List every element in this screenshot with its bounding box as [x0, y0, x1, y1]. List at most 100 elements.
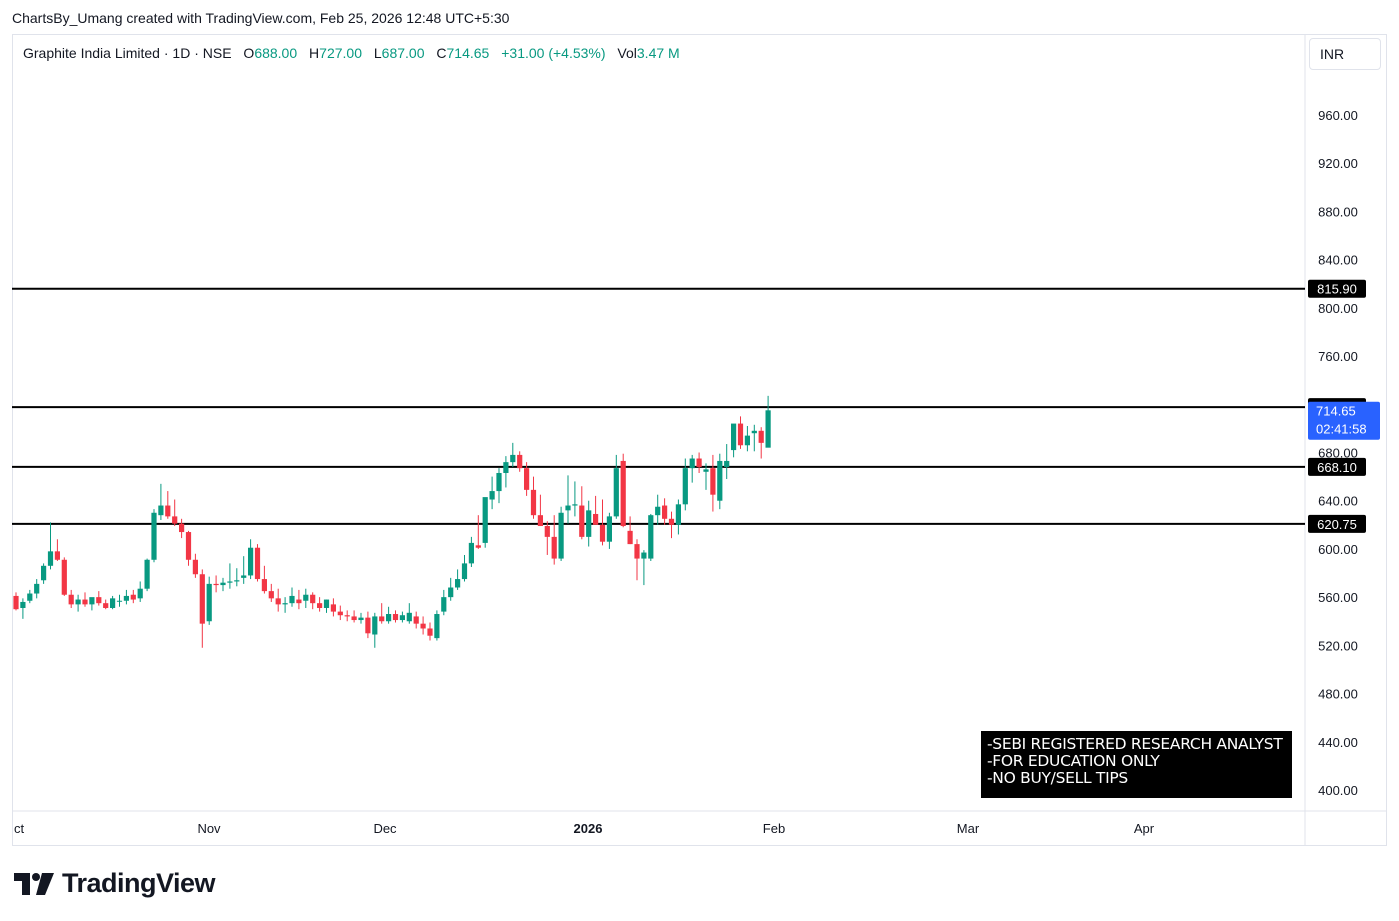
- candle-body[interactable]: [123, 595, 129, 601]
- candle-body[interactable]: [41, 565, 47, 581]
- candle-body[interactable]: [620, 460, 626, 527]
- candle-body[interactable]: [703, 469, 709, 472]
- candle-body[interactable]: [254, 547, 261, 580]
- candle-body[interactable]: [144, 559, 150, 589]
- candle-body[interactable]: [724, 460, 730, 467]
- candle-body[interactable]: [406, 612, 412, 622]
- candle-body[interactable]: [744, 435, 750, 446]
- candle-body[interactable]: [689, 458, 695, 469]
- candle-body[interactable]: [27, 593, 33, 601]
- candle-body[interactable]: [317, 603, 323, 608]
- candle-body[interactable]: [310, 594, 316, 604]
- candle-body[interactable]: [275, 598, 281, 605]
- candle-body[interactable]: [586, 510, 592, 537]
- candle-body[interactable]: [296, 599, 302, 604]
- candle-body[interactable]: [261, 579, 267, 592]
- candle-body[interactable]: [34, 583, 40, 594]
- candle-body[interactable]: [199, 574, 205, 624]
- candle-body[interactable]: [731, 423, 737, 451]
- candle-body[interactable]: [717, 460, 723, 501]
- candle-body[interactable]: [227, 581, 233, 583]
- candle-body[interactable]: [524, 468, 530, 490]
- candle-body[interactable]: [662, 505, 668, 519]
- candle-body[interactable]: [489, 491, 495, 500]
- candle-body[interactable]: [579, 505, 585, 537]
- candle-body[interactable]: [434, 614, 440, 639]
- candle-body[interactable]: [137, 588, 143, 599]
- candle-body[interactable]: [351, 616, 357, 621]
- candle-body[interactable]: [420, 623, 426, 629]
- candle-body[interactable]: [158, 505, 164, 516]
- candle-body[interactable]: [503, 462, 509, 473]
- symbol-label[interactable]: Graphite India Limited · 1D · NSE: [23, 45, 232, 61]
- tradingview-logo[interactable]: TradingView: [14, 868, 216, 899]
- candle-body[interactable]: [220, 582, 226, 586]
- candle-body[interactable]: [682, 468, 688, 505]
- candle-body[interactable]: [593, 513, 599, 525]
- candle-body[interactable]: [289, 595, 295, 604]
- candle-body[interactable]: [461, 563, 468, 580]
- time-axis[interactable]: ct Nov Dec 2026 Feb Mar Apr: [14, 821, 1155, 836]
- candle-body[interactable]: [20, 601, 26, 608]
- candle-body[interactable]: [185, 532, 192, 560]
- candle-body[interactable]: [344, 615, 350, 617]
- candle-body[interactable]: [282, 603, 288, 605]
- candle-body[interactable]: [110, 598, 116, 608]
- candle-body[interactable]: [710, 468, 716, 495]
- candle-body[interactable]: [530, 489, 537, 516]
- candle-body[interactable]: [130, 594, 136, 600]
- candle-body[interactable]: [103, 603, 109, 608]
- candle-body[interactable]: [268, 591, 274, 599]
- candle-body[interactable]: [599, 524, 606, 542]
- candle-body[interactable]: [234, 580, 240, 582]
- candle-body[interactable]: [441, 597, 447, 612]
- candle-body[interactable]: [427, 628, 433, 636]
- candle-body[interactable]: [206, 583, 212, 622]
- candle-body[interactable]: [517, 454, 523, 469]
- candle-body[interactable]: [337, 611, 343, 616]
- candle-body[interactable]: [172, 516, 178, 524]
- candle-body[interactable]: [613, 468, 619, 517]
- candle-body[interactable]: [68, 594, 74, 605]
- candle-body[interactable]: [47, 551, 54, 566]
- candle-body[interactable]: [510, 454, 516, 463]
- candle-body[interactable]: [544, 526, 550, 537]
- candle-body[interactable]: [468, 542, 474, 564]
- candle-body[interactable]: [537, 515, 543, 527]
- candle-body[interactable]: [572, 504, 578, 506]
- candle-body[interactable]: [675, 504, 681, 525]
- candle-body[interactable]: [448, 587, 454, 598]
- candle-body[interactable]: [565, 505, 571, 511]
- candle-body[interactable]: [551, 536, 557, 559]
- candle-body[interactable]: [399, 615, 405, 621]
- candle-body[interactable]: [765, 410, 771, 448]
- candle-body[interactable]: [648, 515, 654, 559]
- candle-body[interactable]: [61, 559, 67, 595]
- candle-body[interactable]: [192, 559, 198, 575]
- candle-body[interactable]: [116, 600, 123, 602]
- candle-body[interactable]: [668, 518, 675, 525]
- candle-body[interactable]: [75, 599, 81, 605]
- candle-body[interactable]: [392, 614, 399, 621]
- candle-body[interactable]: [96, 597, 102, 604]
- candle-body[interactable]: [303, 594, 309, 601]
- candle-body[interactable]: [696, 458, 702, 467]
- currency-selector[interactable]: INR: [1309, 38, 1381, 70]
- candle-body[interactable]: [241, 575, 247, 578]
- candle-body[interactable]: [634, 544, 640, 559]
- candle-body[interactable]: [641, 552, 647, 559]
- candle-body[interactable]: [627, 530, 633, 545]
- candle-body[interactable]: [455, 579, 461, 588]
- candle-body[interactable]: [89, 597, 95, 605]
- candle-body[interactable]: [82, 599, 88, 605]
- candle-body[interactable]: [330, 604, 336, 612]
- candle-body[interactable]: [496, 472, 502, 492]
- candle-body[interactable]: [413, 616, 419, 624]
- candle-body[interactable]: [758, 430, 764, 443]
- price-axis[interactable]: 400.00 440.00 480.00 520.00 560.00 600.00 640.…: [1318, 108, 1358, 798]
- candle-body[interactable]: [372, 616, 378, 635]
- candle-body[interactable]: [179, 523, 185, 533]
- candle-body[interactable]: [54, 551, 60, 560]
- candle-body[interactable]: [13, 595, 19, 610]
